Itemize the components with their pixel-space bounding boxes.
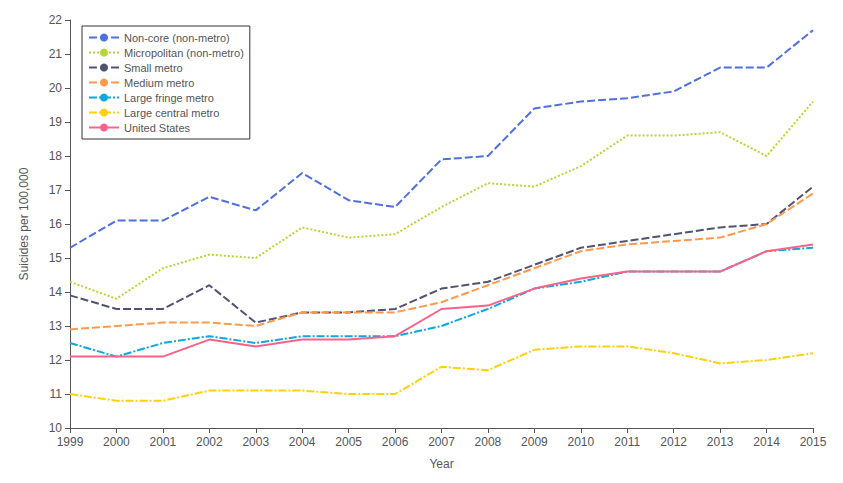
svg-text:19: 19 [49, 115, 63, 129]
svg-text:Large central metro: Large central metro [124, 107, 219, 119]
svg-text:18: 18 [49, 149, 63, 163]
svg-text:Large fringe metro: Large fringe metro [124, 92, 214, 104]
svg-text:14: 14 [49, 285, 63, 299]
svg-text:2011: 2011 [614, 435, 640, 449]
svg-text:2001: 2001 [150, 435, 177, 449]
svg-text:12: 12 [49, 353, 63, 367]
svg-text:Non-core (non-metro): Non-core (non-metro) [124, 32, 230, 44]
svg-text:2012: 2012 [660, 435, 687, 449]
svg-text:15: 15 [49, 251, 63, 265]
svg-text:Suicides per 100,000: Suicides per 100,000 [17, 167, 31, 280]
svg-text:2008: 2008 [475, 435, 502, 449]
svg-text:2003: 2003 [242, 435, 269, 449]
svg-text:2000: 2000 [103, 435, 130, 449]
svg-text:Medium metro: Medium metro [124, 77, 194, 89]
svg-text:13: 13 [49, 319, 63, 333]
svg-text:10: 10 [49, 421, 63, 435]
svg-text:20: 20 [49, 81, 63, 95]
svg-text:2004: 2004 [289, 435, 316, 449]
svg-text:2014: 2014 [753, 435, 780, 449]
svg-text:Small metro: Small metro [124, 62, 183, 74]
svg-text:11: 11 [50, 387, 63, 401]
svg-text:Year: Year [429, 457, 453, 471]
svg-text:Micropolitan (non-metro): Micropolitan (non-metro) [124, 47, 244, 59]
svg-text:2005: 2005 [335, 435, 362, 449]
svg-text:2010: 2010 [567, 435, 594, 449]
svg-text:17: 17 [49, 183, 63, 197]
svg-text:2006: 2006 [382, 435, 409, 449]
svg-text:2002: 2002 [196, 435, 223, 449]
svg-text:21: 21 [49, 47, 63, 61]
svg-text:1999: 1999 [57, 435, 84, 449]
svg-text:2007: 2007 [428, 435, 455, 449]
svg-text:United States: United States [124, 122, 191, 134]
svg-text:2009: 2009 [521, 435, 548, 449]
svg-text:16: 16 [49, 217, 63, 231]
svg-text:22: 22 [49, 13, 63, 27]
svg-text:2013: 2013 [707, 435, 734, 449]
svg-text:2015: 2015 [800, 435, 827, 449]
